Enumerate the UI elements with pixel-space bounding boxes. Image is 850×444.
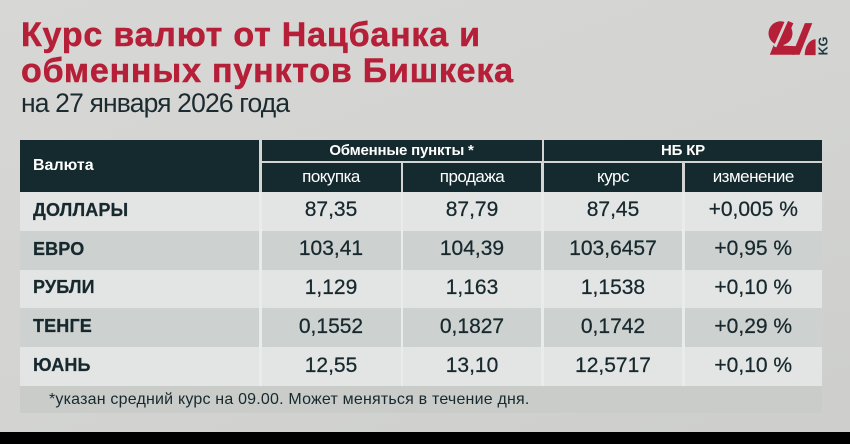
svg-text:KG: KG: [817, 37, 831, 56]
